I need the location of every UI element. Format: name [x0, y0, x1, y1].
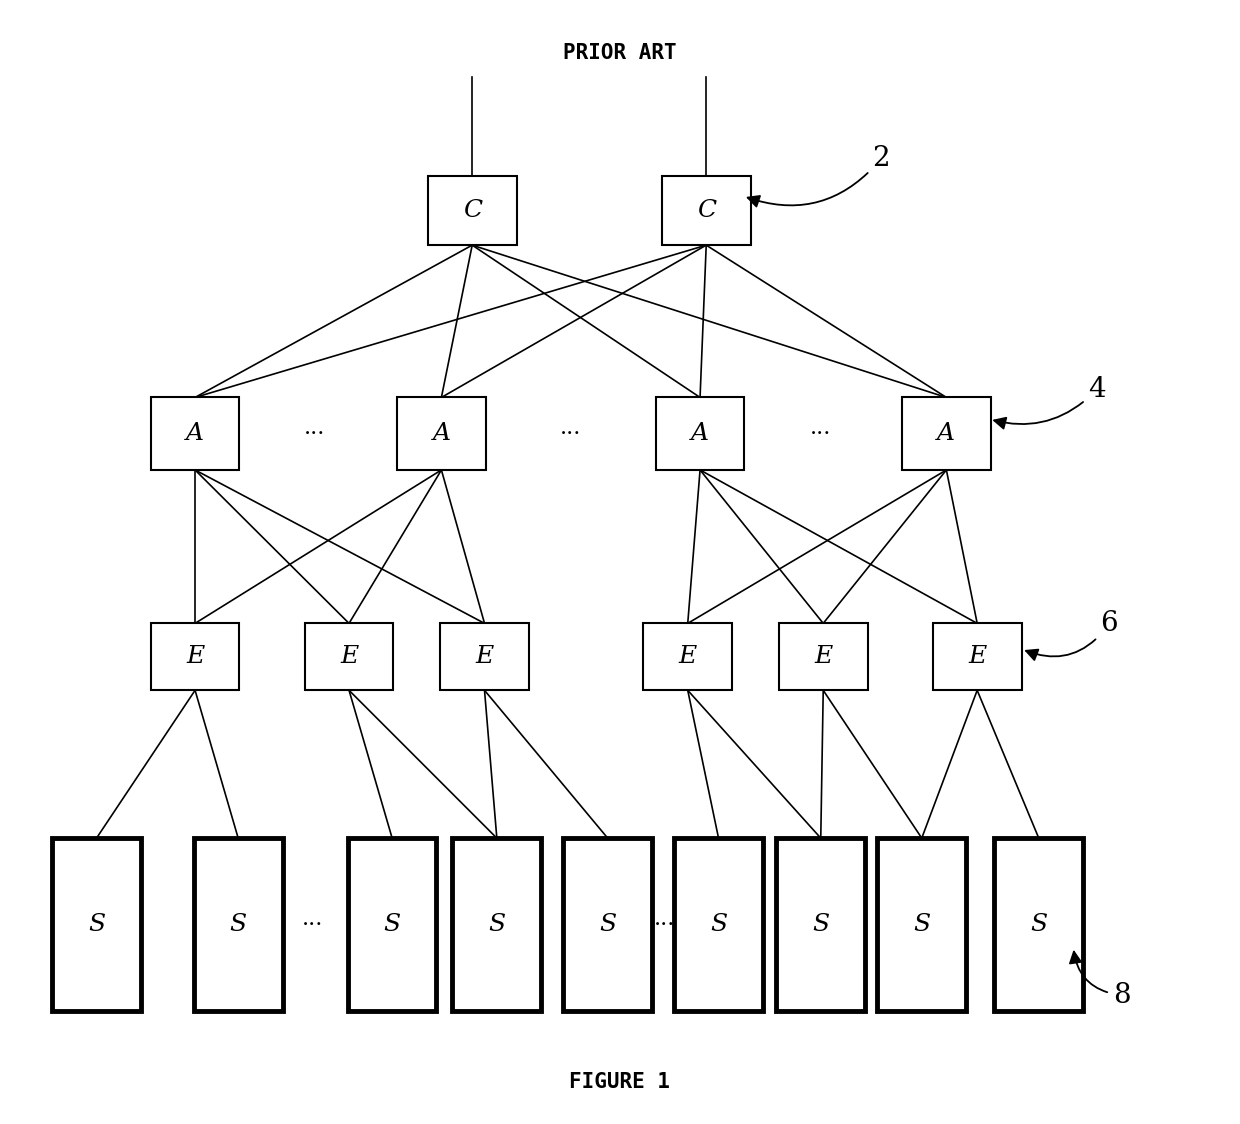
Text: A: A [691, 423, 709, 445]
Bar [644, 624, 732, 690]
Text: S: S [489, 913, 506, 936]
Bar [779, 624, 868, 690]
Bar [675, 839, 763, 1012]
Text: S: S [229, 913, 247, 936]
Bar [932, 624, 1022, 690]
Bar [662, 176, 750, 245]
Text: S: S [812, 913, 830, 936]
Bar [193, 839, 283, 1012]
Text: E: E [968, 645, 986, 669]
Text: S: S [599, 913, 616, 936]
Text: E: E [475, 645, 494, 669]
Text: 4: 4 [994, 375, 1106, 428]
Text: S: S [711, 913, 727, 936]
Text: 2: 2 [748, 145, 890, 207]
Text: A: A [186, 423, 205, 445]
Text: S: S [1030, 913, 1048, 936]
Text: E: E [815, 645, 832, 669]
Text: E: E [340, 645, 358, 669]
Text: ···: ··· [810, 423, 832, 445]
Text: E: E [678, 645, 697, 669]
Text: ···: ··· [301, 914, 322, 935]
Text: 6: 6 [1025, 610, 1118, 660]
Bar [151, 398, 239, 470]
Text: A: A [433, 423, 450, 445]
Bar [901, 398, 991, 470]
Bar [428, 176, 517, 245]
Bar [994, 839, 1083, 1012]
Text: S: S [383, 913, 401, 936]
Bar [151, 624, 239, 690]
Bar [878, 839, 966, 1012]
Text: ···: ··· [304, 423, 325, 445]
Bar [305, 624, 393, 690]
Text: E: E [186, 645, 205, 669]
Bar [52, 839, 141, 1012]
Text: S: S [88, 913, 105, 936]
Text: A: A [937, 423, 955, 445]
Text: S: S [913, 913, 930, 936]
Text: FIGURE 1: FIGURE 1 [569, 1072, 671, 1091]
Bar [453, 839, 541, 1012]
Bar [656, 398, 744, 470]
Text: 8: 8 [1070, 952, 1131, 1008]
Bar [397, 398, 486, 470]
Bar [347, 839, 436, 1012]
Text: ···: ··· [560, 423, 582, 445]
Bar [563, 839, 652, 1012]
Bar [776, 839, 866, 1012]
Text: C: C [697, 199, 715, 223]
Text: C: C [463, 199, 482, 223]
Bar [440, 624, 528, 690]
Text: ···: ··· [653, 914, 675, 935]
Text: PRIOR ART: PRIOR ART [563, 43, 677, 63]
